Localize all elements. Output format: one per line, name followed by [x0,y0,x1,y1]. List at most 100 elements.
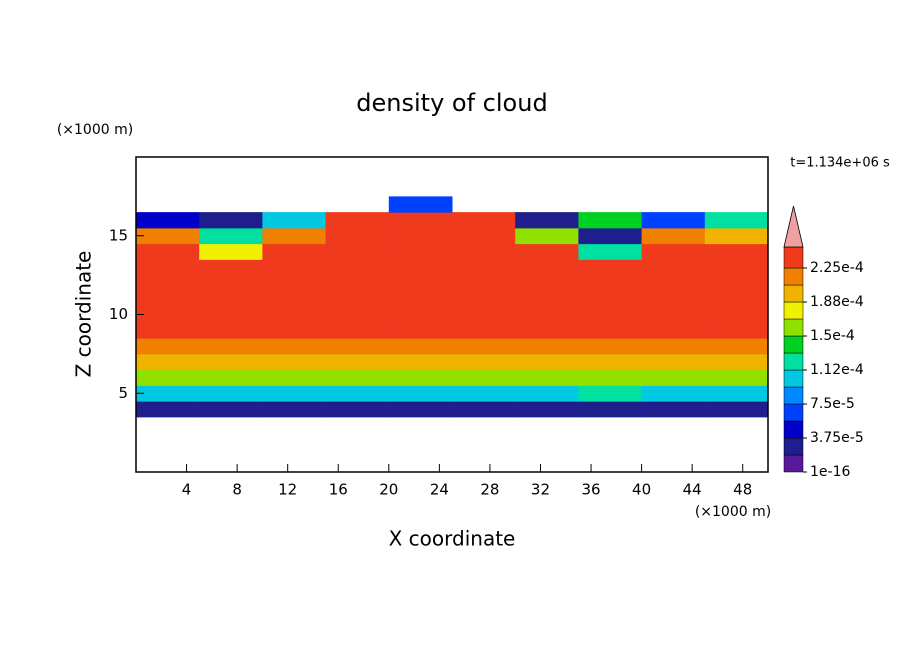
contour-cell [388,290,453,308]
x-tick-label: 16 [329,481,348,499]
y-tick-label: 10 [109,305,128,323]
contour-cell [136,385,200,402]
contour-cell [641,338,706,355]
time-label: t=1.134e+06 s [790,156,890,171]
contour-cell [452,259,516,276]
x-tick-label: 8 [232,481,242,499]
contour-cell [704,290,769,308]
contour-cell [136,259,200,276]
contour-cell [641,401,706,418]
contour-cell [452,243,516,260]
contour-cell [515,259,579,276]
contour-cell [704,227,769,245]
x-tick-label: 4 [182,481,192,499]
contour-cell [452,212,516,229]
contour-cell [704,338,769,355]
contour-cell [199,290,263,308]
contour-cell [325,290,390,308]
contour-cell [578,275,643,292]
y-tick-label: 15 [109,226,128,244]
contour-cell [704,369,769,386]
contour-cell [452,353,516,371]
contour-cell [704,212,769,229]
colorbar-band [783,369,804,388]
contour-cell [578,385,643,402]
contour-cell [136,243,200,260]
contour-cell [325,322,390,339]
x-axis-title: X coordinate [389,527,516,551]
contour-cell [452,322,516,339]
contour-cell [262,322,327,339]
contour-cell [452,290,516,308]
contour-cell [578,369,643,386]
contour-cell [515,338,579,355]
x-tick-label: 20 [379,481,398,499]
contour-cell [325,338,390,355]
x-tick-label: 32 [531,481,550,499]
contour-cell [136,290,200,308]
contour-cell [641,275,706,292]
contour-cell [199,401,263,418]
contour-cell [262,306,327,323]
x-tick-label: 24 [430,481,449,499]
contour-cell [388,369,453,386]
colorbar-label: 1.5e-4 [810,328,855,344]
contour-cell [515,369,579,386]
contour-cell [262,275,327,292]
contour-cell [578,353,643,371]
contour-cell [641,259,706,276]
contour-cell [641,290,706,308]
colorbar-label: 7.5e-5 [810,396,855,412]
contour-cell [325,212,390,229]
contour-cell [136,338,200,355]
contour-cell [388,401,453,418]
x-unit: (×1000 m) [695,504,771,520]
contour-cell [199,385,263,402]
contour-cell [578,401,643,418]
contour-cell [578,259,643,276]
contour-cell [136,369,200,386]
contour-cell [388,196,453,213]
contour-cell [262,385,327,402]
x-tick-label: 12 [278,481,297,499]
colorbar-label: 1.88e-4 [810,294,864,310]
contour-cell [704,385,769,402]
contour-cell [199,369,263,386]
colorbar-label: 1.12e-4 [810,362,864,378]
colorbar-band [783,352,804,371]
colorbar-band [783,267,804,286]
contour-cell [452,401,516,418]
contour-cell [578,290,643,308]
contour-cell [388,259,453,276]
contour-cell [515,353,579,371]
contour-cell [199,322,263,339]
contour-cell [325,275,390,292]
contour-cell [641,243,706,260]
x-tick-label: 36 [581,481,600,499]
colorbar-label: 1e-16 [810,464,850,480]
contour-cell [136,353,200,371]
contour-cell [704,401,769,418]
y-tick-label: 5 [118,384,128,402]
contour-cell [704,243,769,260]
contour-cell [704,306,769,323]
contour-cell [136,322,200,339]
contour-cell [262,369,327,386]
contour-cell [578,212,643,229]
contour-cell [452,306,516,323]
contour-cell [388,338,453,355]
colorbar-band [783,437,804,456]
contour-cell [262,212,327,229]
contour-cell [199,259,263,276]
contour-cell [262,259,327,276]
contour-cell [641,212,706,229]
contour-cell [578,322,643,339]
contour-cell [452,385,516,402]
contour-cell [641,322,706,339]
contour-cell [262,227,327,245]
contour-cell [199,212,263,229]
colorbar-band [783,246,804,269]
colorbar-band [783,386,804,405]
contour-cell [136,306,200,323]
